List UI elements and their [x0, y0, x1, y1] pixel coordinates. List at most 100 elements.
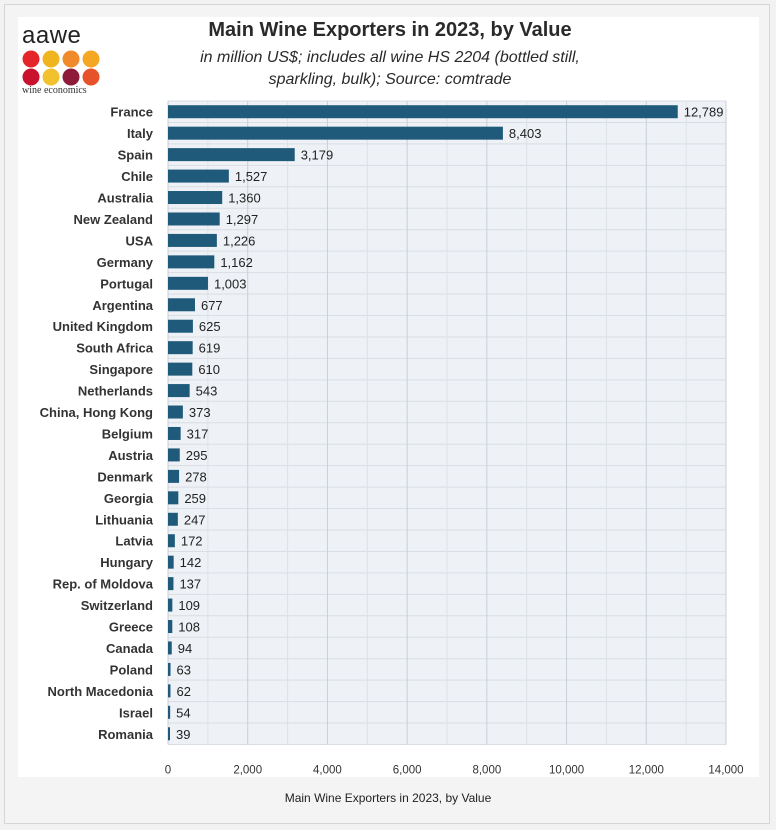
category-label: Hungary: [100, 555, 154, 570]
bar: [168, 319, 193, 333]
value-label: 543: [196, 384, 218, 399]
value-label: 1,162: [220, 255, 253, 270]
value-label: 619: [199, 341, 221, 356]
bar: [168, 169, 229, 183]
x-tick-label: 10,000: [549, 765, 584, 777]
value-label: 625: [199, 319, 221, 334]
value-label: 259: [184, 491, 206, 506]
logo-dot: [22, 68, 40, 86]
value-label: 137: [179, 577, 201, 592]
category-label: United Kingdom: [53, 319, 153, 334]
x-tick-label: 14,000: [708, 765, 743, 777]
category-label: Germany: [97, 255, 154, 270]
category-label: Australia: [97, 191, 153, 206]
value-label: 8,403: [509, 126, 542, 141]
logo-dot: [82, 68, 100, 86]
bar: [168, 276, 208, 290]
category-label: New Zealand: [74, 212, 154, 227]
category-label: Poland: [110, 662, 153, 677]
bar: [168, 705, 171, 719]
bar: [168, 298, 195, 312]
bar: [168, 620, 173, 634]
x-tick-label: 6,000: [393, 765, 422, 777]
value-label: 94: [178, 641, 192, 656]
category-label: Portugal: [100, 276, 153, 291]
category-label: Belgium: [102, 426, 153, 441]
logo-wordmark: aawe: [22, 22, 82, 49]
value-label: 1,360: [228, 191, 261, 206]
value-label: 54: [176, 705, 190, 720]
bar: [168, 148, 295, 162]
x-tick-label: 0: [165, 765, 171, 777]
bar: [168, 233, 217, 247]
logo-dot: [22, 50, 40, 68]
category-label: South Africa: [76, 341, 154, 356]
figure-caption: Main Wine Exporters in 2023, by Value: [284, 791, 492, 805]
bar: [168, 426, 181, 440]
bar: [168, 255, 215, 269]
bar: [168, 491, 179, 505]
bar: [168, 341, 193, 355]
aawe-logo: aawe wine economics: [22, 22, 112, 96]
bar: [168, 641, 172, 655]
category-label: Greece: [109, 620, 153, 635]
bar: [168, 512, 178, 526]
bar: [168, 362, 193, 376]
category-label: USA: [126, 233, 154, 248]
category-label: Denmark: [97, 469, 153, 484]
bar: [168, 405, 183, 419]
x-tick-label: 2,000: [233, 765, 262, 777]
category-label: Singapore: [89, 362, 153, 377]
value-label: 610: [198, 362, 220, 377]
x-tick-label: 12,000: [629, 765, 664, 777]
category-label: Austria: [108, 448, 154, 463]
value-label: 108: [178, 620, 200, 635]
bar: [168, 191, 223, 205]
bar: [168, 448, 180, 462]
category-label: Italy: [127, 126, 154, 141]
bar: [168, 105, 678, 119]
bar: [168, 126, 503, 140]
logo-dots-icon: [22, 50, 100, 86]
value-label: 63: [177, 662, 191, 677]
category-label: North Macedonia: [48, 684, 154, 699]
bar: [168, 598, 173, 612]
value-label: 1,527: [235, 169, 268, 184]
category-label: Switzerland: [81, 598, 153, 613]
x-tick-label: 4,000: [313, 765, 342, 777]
logo-dot: [62, 50, 80, 68]
value-label: 62: [176, 684, 190, 699]
category-label: Chile: [121, 169, 153, 184]
category-label: France: [110, 105, 153, 120]
logo-tagline: wine economics: [22, 85, 87, 96]
bar: [168, 577, 174, 591]
bar: [168, 384, 190, 398]
logo-dot: [42, 68, 60, 86]
value-label: 373: [189, 405, 211, 420]
subtitle-line-1: in million US$; includes all wine HS 220…: [200, 49, 580, 66]
category-label: Romania: [98, 727, 154, 742]
logo-dot: [42, 50, 60, 68]
value-label: 109: [178, 598, 200, 613]
value-label: 39: [176, 727, 190, 742]
value-label: 1,226: [223, 233, 256, 248]
value-label: 1,003: [214, 276, 247, 291]
bar: [168, 534, 175, 548]
subtitle-line-2: sparkling, bulk); Source: comtrade: [268, 71, 512, 88]
category-label: Netherlands: [78, 384, 153, 399]
bar: [168, 555, 174, 569]
bar: [168, 212, 220, 226]
category-label: Spain: [118, 148, 153, 163]
logo-dot: [62, 68, 80, 86]
value-label: 12,789: [684, 105, 724, 120]
value-label: 3,179: [301, 148, 334, 163]
bar: [168, 684, 171, 698]
chart-subtitle: in million US$; includes all wine HS 220…: [150, 47, 630, 91]
chart-title: Main Wine Exporters in 2023, by Value: [208, 19, 572, 41]
value-label: 172: [181, 534, 203, 549]
x-tick-label: 8,000: [472, 765, 501, 777]
bar: [168, 469, 180, 483]
value-label: 295: [186, 448, 208, 463]
value-label: 317: [187, 426, 209, 441]
